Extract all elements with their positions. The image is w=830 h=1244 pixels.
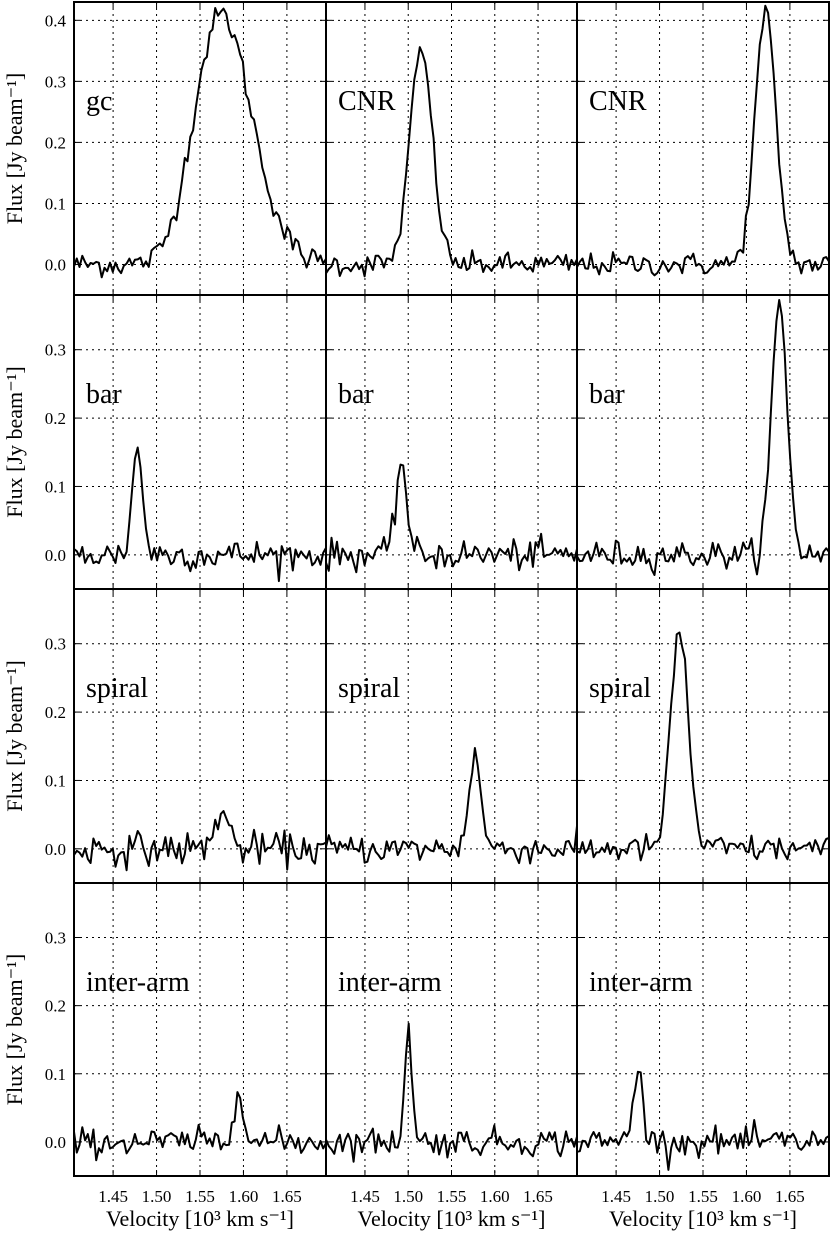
spectrum-line — [73, 1091, 327, 1162]
x-tick-label: 1.60 — [732, 1187, 762, 1206]
x-tick-label: 1.65 — [272, 1187, 302, 1206]
panel-r2-c1: spiral — [325, 588, 578, 884]
panel-frame — [576, 588, 830, 884]
y-tick-label: 0.3 — [45, 635, 66, 654]
y-tick-label: 0.2 — [45, 133, 66, 152]
y-tick-label: 0.0 — [45, 1133, 66, 1152]
spectrum-line — [576, 631, 830, 862]
panel-frame — [73, 294, 327, 590]
x-tick-label: 1.60 — [480, 1187, 510, 1206]
y-tick-label: 0.3 — [45, 341, 66, 360]
panel-label: bar — [589, 379, 625, 410]
panel-r3-c1: inter-arm — [325, 882, 578, 1177]
y-tick-label: 0.1 — [45, 477, 66, 496]
x-tick-label: 1.45 — [98, 1187, 128, 1206]
x-tick-label: 1.45 — [601, 1187, 631, 1206]
x-tick-label: 1.50 — [142, 1187, 172, 1206]
panel-label: bar — [86, 379, 122, 410]
panel-label: spiral — [589, 673, 651, 704]
x-tick-label: 1.55 — [437, 1187, 467, 1206]
x-axis-label: Velocity [10³ km s⁻¹] — [358, 1206, 546, 1231]
x-tick-label: 1.65 — [523, 1187, 553, 1206]
spectrum-line — [576, 1070, 830, 1171]
spectrum-line — [325, 1022, 578, 1163]
x-tick-label: 1.55 — [688, 1187, 718, 1206]
spectrum-line — [576, 299, 830, 576]
spectrum-line — [325, 46, 578, 278]
panel-label: inter-arm — [338, 967, 442, 998]
spectrum-line — [73, 7, 327, 279]
y-tick-label: 0.3 — [45, 929, 66, 948]
spectrum-line — [325, 747, 578, 865]
panel-r0-c2: CNR — [576, 1, 830, 296]
panel-label: CNR — [589, 86, 647, 117]
y-axis-label: Flux [Jy beam⁻¹] — [2, 660, 27, 811]
panel-r1-c1: bar — [325, 294, 578, 590]
panel-r0-c1: CNR — [325, 1, 578, 296]
y-tick-label: 0.1 — [45, 1065, 66, 1084]
y-tick-label: 0.0 — [45, 546, 66, 565]
x-tick-label: 1.50 — [393, 1187, 423, 1206]
panel-r3-c0: inter-arm — [73, 882, 327, 1177]
panel-label: spiral — [86, 673, 148, 704]
panel-r1-c2: bar — [576, 294, 830, 590]
y-tick-label: 0.0 — [45, 255, 66, 274]
panel-frame — [325, 588, 578, 884]
y-tick-label: 0.4 — [45, 11, 67, 30]
x-tick-label: 1.50 — [645, 1187, 675, 1206]
spectrum-line — [73, 446, 327, 583]
panel-r3-c2: inter-arm — [576, 882, 830, 1177]
panel-label: inter-arm — [86, 967, 190, 998]
panel-r0-c0: gc — [73, 1, 327, 296]
x-tick-label: 1.65 — [775, 1187, 805, 1206]
x-tick-label: 1.55 — [185, 1187, 215, 1206]
y-axis-label: Flux [Jy beam⁻¹] — [2, 73, 27, 224]
y-tick-label: 0.0 — [45, 840, 66, 859]
panel-frame — [73, 588, 327, 884]
y-tick-label: 0.2 — [45, 997, 66, 1016]
y-axis-label: Flux [Jy beam⁻¹] — [2, 954, 27, 1105]
y-tick-label: 0.1 — [45, 771, 66, 790]
panel-label: spiral — [338, 673, 400, 704]
spectrum-line — [576, 4, 830, 277]
panel-frame — [576, 882, 830, 1177]
panel-r2-c2: spiral — [576, 588, 830, 884]
panel-label: inter-arm — [589, 967, 693, 998]
y-tick-label: 0.2 — [45, 703, 66, 722]
y-tick-label: 0.1 — [45, 194, 66, 213]
panel-r1-c0: bar — [73, 294, 327, 590]
x-axis-label: Velocity [10³ km s⁻¹] — [106, 1206, 294, 1231]
y-tick-label: 0.2 — [45, 409, 66, 428]
x-axis-label: Velocity [10³ km s⁻¹] — [609, 1206, 797, 1231]
panel-label: gc — [86, 86, 112, 117]
spectrum-line — [325, 463, 578, 574]
x-tick-label: 1.45 — [350, 1187, 380, 1206]
spectrum-line — [73, 810, 327, 872]
x-tick-label: 1.60 — [229, 1187, 259, 1206]
y-tick-label: 0.3 — [45, 72, 66, 91]
panel-label: bar — [338, 379, 374, 410]
panel-r2-c0: spiral — [73, 588, 327, 884]
panel-label: CNR — [338, 86, 396, 117]
y-axis-label: Flux [Jy beam⁻¹] — [2, 366, 27, 517]
